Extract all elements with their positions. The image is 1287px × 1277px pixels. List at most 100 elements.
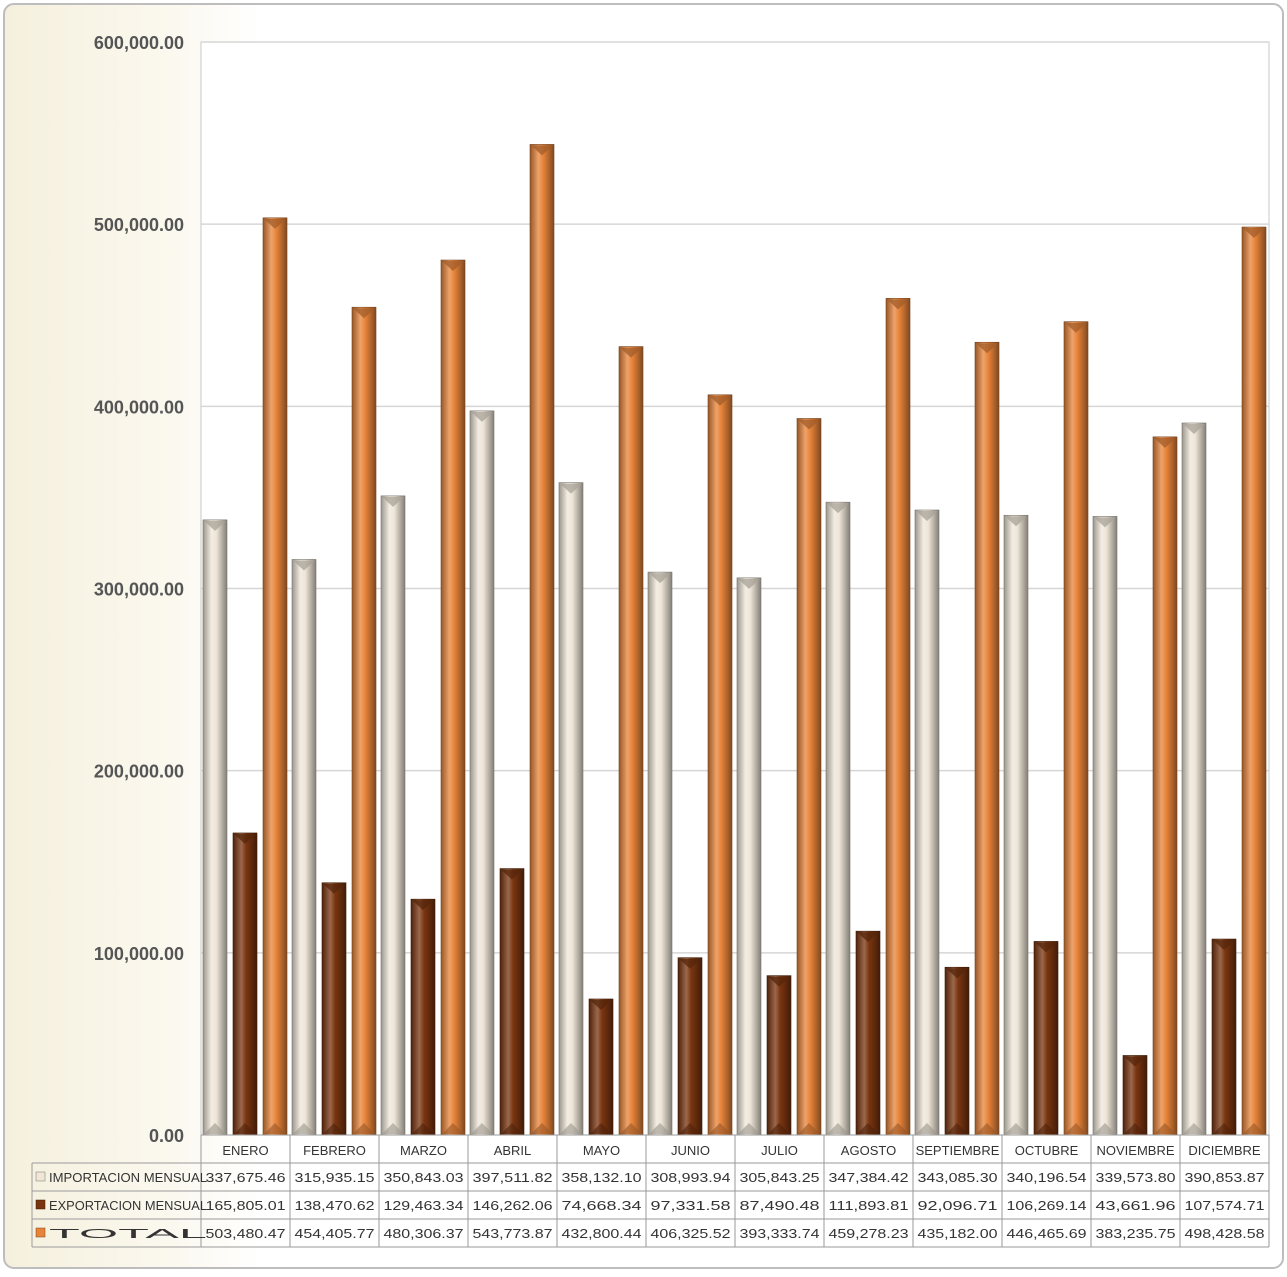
- bar-top-bevel: [590, 999, 612, 1010]
- bar-bottom-bevel: [738, 1123, 760, 1134]
- bar-bottom-bevel: [382, 1123, 404, 1134]
- bar-bottom-bevel: [471, 1123, 493, 1134]
- bar-septiembre-s3: [974, 341, 1000, 1136]
- x-tick-label: OCTUBRE: [1015, 1143, 1079, 1158]
- bar-abril-s1: [469, 410, 495, 1136]
- bar-bottom-bevel: [323, 1123, 345, 1134]
- bar-top-bevel: [738, 578, 760, 589]
- bar-top-bevel: [531, 145, 553, 156]
- bar-top-bevel: [1094, 517, 1116, 528]
- data-label: 97,331.58: [651, 1199, 731, 1213]
- data-label: 543,773.87: [473, 1227, 553, 1241]
- bar-top-bevel: [916, 511, 938, 522]
- bar-top-bevel: [1154, 437, 1176, 448]
- bar-top-bevel: [382, 496, 404, 507]
- bar-bottom-bevel: [412, 1123, 434, 1134]
- data-label: 503,480.47: [206, 1227, 286, 1241]
- bar-top-bevel: [709, 395, 731, 406]
- legend-key: [35, 1227, 46, 1238]
- bar-abril-s3: [529, 144, 555, 1136]
- bar-top-bevel: [1035, 942, 1057, 953]
- y-tick-label: 100,000.00: [94, 944, 184, 964]
- y-tick-label: 0.00: [149, 1126, 184, 1146]
- bar-bottom-bevel: [1124, 1123, 1146, 1134]
- bar-top-bevel: [234, 833, 256, 844]
- bar-bottom-bevel: [353, 1123, 375, 1134]
- bar-bottom-bevel: [560, 1123, 582, 1134]
- data-label: 498,428.58: [1185, 1227, 1265, 1241]
- bar-top-bevel: [204, 520, 226, 531]
- data-label: 459,278.23: [829, 1227, 909, 1241]
- bar-febrero-s2: [321, 882, 347, 1136]
- bar-top-bevel: [857, 932, 879, 943]
- data-label: 146,262.06: [473, 1199, 553, 1213]
- data-label: 315,935.15: [295, 1171, 375, 1185]
- bar-bottom-bevel: [679, 1123, 701, 1134]
- data-label: 435,182.00: [918, 1227, 998, 1241]
- x-tick-label: ENERO: [222, 1143, 268, 1158]
- bar-junio-s3: [707, 394, 733, 1136]
- bar-top-bevel: [560, 483, 582, 494]
- bar-agosto-s1: [825, 501, 851, 1136]
- y-tick-label: 500,000.00: [94, 215, 184, 235]
- bar-top-bevel: [887, 299, 909, 310]
- bar-bottom-bevel: [1183, 1123, 1205, 1134]
- bar-top-bevel: [649, 573, 671, 584]
- bar-bottom-bevel: [798, 1123, 820, 1134]
- bar-bottom-bevel: [857, 1123, 879, 1134]
- data-label: 358,132.10: [562, 1171, 642, 1185]
- y-tick-label: 400,000.00: [94, 397, 184, 417]
- bar-top-bevel: [620, 347, 642, 358]
- bar-bottom-bevel: [916, 1123, 938, 1134]
- bar-top-bevel: [1213, 940, 1235, 951]
- data-label: 393,333.74: [740, 1227, 820, 1241]
- bar-noviembre-s2: [1122, 1055, 1148, 1136]
- data-table: ENERO FEBRERO MARZO ABRIL MAYO JUNIO JULIO AGOS…: [31, 1134, 1270, 1248]
- data-label: 350,843.03: [384, 1171, 464, 1185]
- x-tick-label: SEPTIEMBRE: [916, 1143, 1000, 1158]
- bar-top-bevel: [798, 419, 820, 430]
- bar-top-bevel: [264, 218, 286, 229]
- bar-top-bevel: [412, 900, 434, 911]
- bar-marzo-s2: [410, 898, 436, 1136]
- data-label: 480,306.37: [384, 1227, 464, 1241]
- bar-agosto-s2: [855, 930, 881, 1136]
- bar-noviembre-s1: [1092, 516, 1118, 1136]
- bar-diciembre-s2: [1211, 938, 1237, 1136]
- bar-enero-s2: [232, 832, 258, 1136]
- data-label: 92,096.71: [918, 1199, 998, 1213]
- bar-top-bevel: [1243, 228, 1265, 239]
- bar-bottom-bevel: [946, 1123, 968, 1134]
- bar-mayo-s3: [618, 346, 644, 1136]
- y-tick-label: 600,000.00: [94, 33, 184, 53]
- bar-top-bevel: [1005, 516, 1027, 527]
- data-label: 454,405.77: [295, 1227, 375, 1241]
- data-label: 337,675.46: [206, 1171, 286, 1185]
- bar-octubre-s3: [1063, 321, 1089, 1136]
- data-label: 74,668.34: [562, 1199, 642, 1213]
- x-tick-label: MARZO: [400, 1143, 447, 1158]
- bar-bottom-bevel: [709, 1123, 731, 1134]
- bar-top-bevel: [1183, 423, 1205, 434]
- bar-top-bevel: [768, 976, 790, 987]
- bar-bottom-bevel: [442, 1123, 464, 1134]
- bar-bottom-bevel: [264, 1123, 286, 1134]
- bar-bottom-bevel: [501, 1123, 523, 1134]
- data-label: 165,805.01: [206, 1199, 286, 1213]
- x-tick-label: ABRIL: [494, 1143, 532, 1158]
- data-label: 43,661.96: [1096, 1199, 1176, 1213]
- data-label: 347,384.42: [829, 1171, 909, 1185]
- bar-top-bevel: [976, 343, 998, 354]
- bar-bottom-bevel: [1065, 1123, 1087, 1134]
- data-label: 432,800.44: [562, 1227, 642, 1241]
- bar-diciembre-s3: [1241, 226, 1267, 1136]
- bar-bottom-bevel: [827, 1123, 849, 1134]
- bar-top-bevel: [679, 958, 701, 969]
- data-label: 305,843.25: [740, 1171, 820, 1185]
- y-tick-label: 300,000.00: [94, 580, 184, 600]
- bar-bottom-bevel: [531, 1123, 553, 1134]
- bar-julio-s3: [796, 418, 822, 1136]
- bar-enero-s1: [202, 519, 228, 1136]
